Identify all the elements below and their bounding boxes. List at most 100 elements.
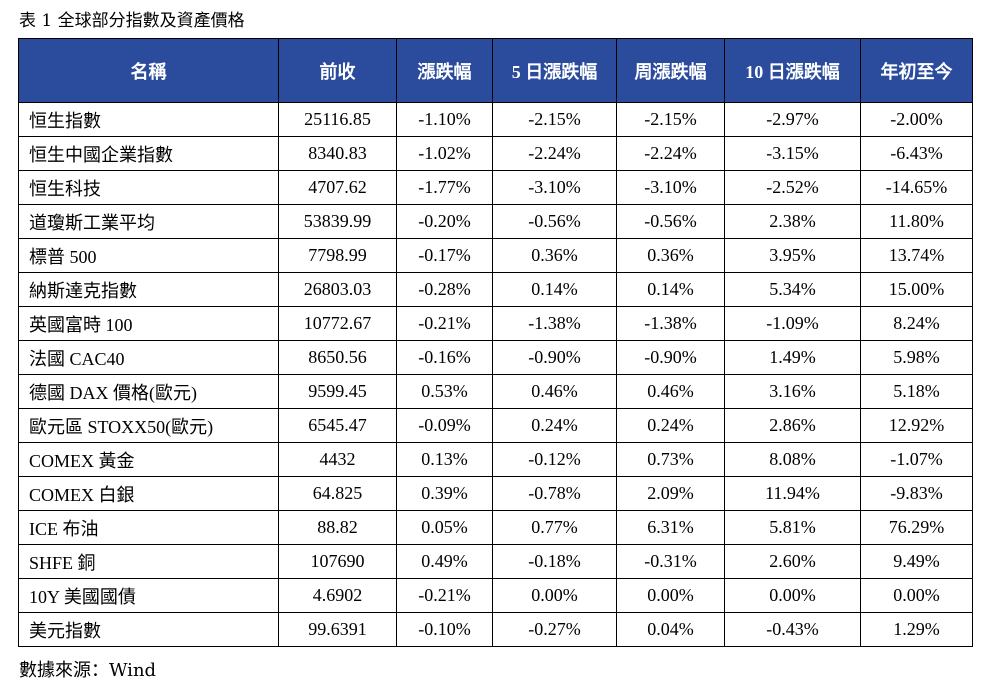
- cell-prev-close: 7798.99: [278, 238, 397, 273]
- cell-change: -0.21%: [396, 306, 493, 341]
- table-row: 納斯達克指數 26803.03 -0.28% 0.14% 0.14% 5.34% 15.00…: [18, 272, 973, 307]
- cell-change: 0.39%: [396, 476, 493, 511]
- cell-prev-close: 4707.62: [278, 170, 397, 205]
- column-header-10d-change: 10 日漲跌幅: [724, 38, 861, 103]
- cell-week-change: -0.31%: [616, 544, 725, 579]
- cell-ytd: 76.29%: [860, 510, 973, 545]
- cell-week-change: 0.14%: [616, 272, 725, 307]
- cell-ytd: 12.92%: [860, 408, 973, 443]
- cell-ytd: 0.00%: [860, 578, 973, 613]
- cell-change: -0.20%: [396, 204, 493, 239]
- cell-10d-change: 2.60%: [724, 544, 861, 579]
- cell-week-change: -0.90%: [616, 340, 725, 375]
- cell-ytd: 11.80%: [860, 204, 973, 239]
- cell-change: -0.09%: [396, 408, 493, 443]
- cell-name: 美元指數: [18, 612, 279, 647]
- table-row: SHFE 銅 107690 0.49% -0.18% -0.31% 2.60% 9.49%: [18, 544, 973, 579]
- table-caption: 表 1 全球部分指數及資產價格: [19, 11, 245, 31]
- cell-ytd: 13.74%: [860, 238, 973, 273]
- cell-prev-close: 64.825: [278, 476, 397, 511]
- cell-ytd: -1.07%: [860, 442, 973, 477]
- cell-prev-close: 4432: [278, 442, 397, 477]
- table-row: 德國 DAX 價格(歐元) 9599.45 0.53% 0.46% 0.46% 3.16%…: [18, 374, 973, 409]
- cell-10d-change: 0.00%: [724, 578, 861, 613]
- cell-week-change: 0.04%: [616, 612, 725, 647]
- cell-5d-change: -0.27%: [492, 612, 617, 647]
- cell-10d-change: -3.15%: [724, 136, 861, 171]
- cell-change: -0.21%: [396, 578, 493, 613]
- cell-change: 0.49%: [396, 544, 493, 579]
- cell-prev-close: 9599.45: [278, 374, 397, 409]
- cell-10d-change: -2.52%: [724, 170, 861, 205]
- cell-ytd: 15.00%: [860, 272, 973, 307]
- cell-change: 0.05%: [396, 510, 493, 545]
- cell-week-change: -0.56%: [616, 204, 725, 239]
- cell-5d-change: -0.78%: [492, 476, 617, 511]
- table-row: COMEX 黃金 4432 0.13% -0.12% 0.73% 8.08% -1.07%: [18, 442, 973, 477]
- column-header-prev-close: 前收: [278, 38, 397, 103]
- cell-prev-close: 4.6902: [278, 578, 397, 613]
- cell-name: 道瓊斯工業平均: [18, 204, 279, 239]
- cell-10d-change: 8.08%: [724, 442, 861, 477]
- cell-10d-change: 5.81%: [724, 510, 861, 545]
- cell-week-change: 2.09%: [616, 476, 725, 511]
- table-row: 道瓊斯工業平均 53839.99 -0.20% -0.56% -0.56% 2.38% 11…: [18, 204, 973, 239]
- cell-5d-change: -3.10%: [492, 170, 617, 205]
- table-row: 英國富時 100 10772.67 -0.21% -1.38% -1.38% -1.09%…: [18, 306, 973, 341]
- cell-ytd: 1.29%: [860, 612, 973, 647]
- cell-prev-close: 6545.47: [278, 408, 397, 443]
- cell-5d-change: 0.46%: [492, 374, 617, 409]
- cell-prev-close: 107690: [278, 544, 397, 579]
- cell-ytd: -6.43%: [860, 136, 973, 171]
- cell-10d-change: -2.97%: [724, 102, 861, 137]
- cell-5d-change: 0.24%: [492, 408, 617, 443]
- cell-ytd: 5.18%: [860, 374, 973, 409]
- cell-change: 0.53%: [396, 374, 493, 409]
- table-row: COMEX 白銀 64.825 0.39% -0.78% 2.09% 11.94% -9.8…: [18, 476, 973, 511]
- cell-10d-change: -1.09%: [724, 306, 861, 341]
- cell-prev-close: 26803.03: [278, 272, 397, 307]
- cell-name: COMEX 白銀: [18, 476, 279, 511]
- column-header-5d-change: 5 日漲跌幅: [492, 38, 617, 103]
- cell-5d-change: -1.38%: [492, 306, 617, 341]
- cell-5d-change: -0.90%: [492, 340, 617, 375]
- cell-10d-change: 1.49%: [724, 340, 861, 375]
- table-row: 恒生中國企業指數 8340.83 -1.02% -2.24% -2.24% -3.15% -…: [18, 136, 973, 171]
- global-index-table: 名稱 前收 漲跌幅 5 日漲跌幅 周漲跌幅 10 日漲跌幅 年初至今 恒生指數 2…: [18, 38, 973, 647]
- table-row: 恒生科技 4707.62 -1.77% -3.10% -3.10% -2.52% -14.6…: [18, 170, 973, 205]
- table-row: 恒生指數 25116.85 -1.10% -2.15% -2.15% -2.97% -2.0…: [18, 102, 973, 137]
- column-header-change: 漲跌幅: [396, 38, 493, 103]
- cell-ytd: 5.98%: [860, 340, 973, 375]
- cell-5d-change: 0.14%: [492, 272, 617, 307]
- cell-5d-change: -0.18%: [492, 544, 617, 579]
- cell-ytd: 8.24%: [860, 306, 973, 341]
- cell-10d-change: 5.34%: [724, 272, 861, 307]
- cell-10d-change: 11.94%: [724, 476, 861, 511]
- cell-change: -0.16%: [396, 340, 493, 375]
- cell-change: -0.17%: [396, 238, 493, 273]
- data-source-note: 數據來源：Wind: [19, 660, 157, 681]
- cell-name: 恒生指數: [18, 102, 279, 137]
- column-header-name: 名稱: [18, 38, 279, 103]
- cell-5d-change: 0.36%: [492, 238, 617, 273]
- cell-name: 恒生科技: [18, 170, 279, 205]
- cell-ytd: -2.00%: [860, 102, 973, 137]
- cell-name: SHFE 銅: [18, 544, 279, 579]
- table-row: ICE 布油 88.82 0.05% 0.77% 6.31% 5.81% 76.29%: [18, 510, 973, 545]
- cell-change: -1.02%: [396, 136, 493, 171]
- cell-change: -1.10%: [396, 102, 493, 137]
- cell-name: 德國 DAX 價格(歐元): [18, 374, 279, 409]
- cell-5d-change: 0.77%: [492, 510, 617, 545]
- cell-name: 恒生中國企業指數: [18, 136, 279, 171]
- table-row: 標普 500 7798.99 -0.17% 0.36% 0.36% 3.95% 13.74%: [18, 238, 973, 273]
- cell-change: 0.13%: [396, 442, 493, 477]
- cell-week-change: -1.38%: [616, 306, 725, 341]
- cell-ytd: -14.65%: [860, 170, 973, 205]
- cell-prev-close: 8650.56: [278, 340, 397, 375]
- table-row: 法國 CAC40 8650.56 -0.16% -0.90% -0.90% 1.49% 5.…: [18, 340, 973, 375]
- cell-name: 10Y 美國國債: [18, 578, 279, 613]
- cell-week-change: 0.24%: [616, 408, 725, 443]
- cell-ytd: -9.83%: [860, 476, 973, 511]
- cell-week-change: -2.24%: [616, 136, 725, 171]
- cell-5d-change: -0.56%: [492, 204, 617, 239]
